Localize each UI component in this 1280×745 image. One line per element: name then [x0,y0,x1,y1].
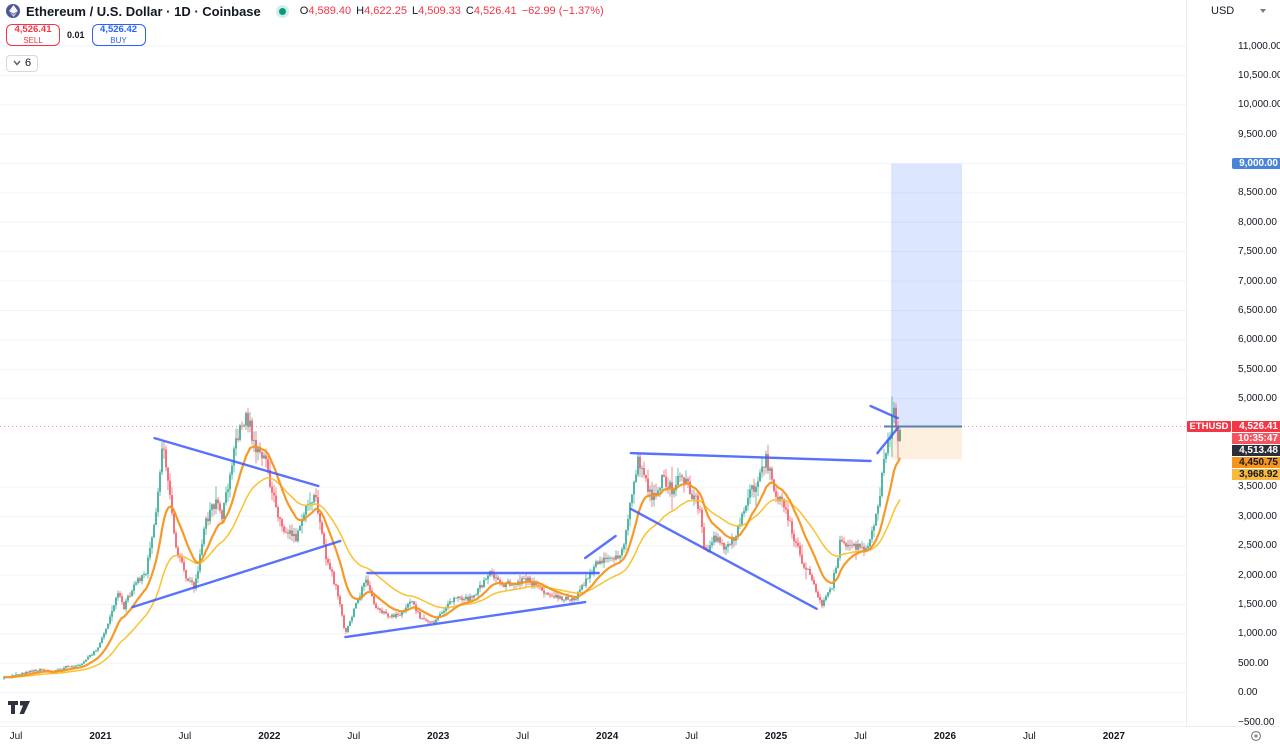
trendline [131,539,342,609]
price-tick-label: 5,000.00 [1238,393,1277,405]
price-tick-label: 2,500.00 [1238,540,1277,552]
target-price-label: 9,000.00 [1232,157,1280,170]
trendline [629,507,818,610]
high-value: 4,622.25 [364,5,407,17]
price-tick-label: −500.00 [1238,716,1275,728]
time-tick-label: Jul [1022,731,1036,742]
time-axis[interactable]: Jul 2021 Jul 2022 Jul 2023 Jul 2024 Jul 2025 Jul 20… [0,726,1280,745]
low-value: 4,509.33 [418,5,461,17]
symbol-badge: ETHUSD [1187,420,1231,433]
trendline [153,436,320,488]
indicator-price-label: 4,513.48 [1232,444,1280,457]
time-tick-label: 2022 [258,731,281,742]
time-tick-label: Jul [347,731,361,742]
candlestick-chart[interactable] [0,0,1186,726]
price-tick-label: 10,500.00 [1238,69,1280,81]
time-tick-label: Jul [854,731,867,742]
stop-zone [891,426,962,460]
price-tick-label: 9,500.00 [1238,128,1277,140]
price-tick-label: 2,000.00 [1238,569,1277,581]
price-tick-label: 1,000.00 [1238,628,1277,640]
market-status-icon[interactable] [278,7,286,15]
sell-price: 4,526.41 [14,24,52,36]
trendline [584,534,617,560]
time-tick-label: 2023 [427,731,450,742]
axis-settings-icon[interactable] [1250,730,1262,742]
chart-canvas[interactable] [0,0,1186,726]
price-tick-label: 11,000.00 [1238,40,1280,52]
price-tick-label: 3,500.00 [1238,481,1277,493]
indicators-collapsed-chip[interactable]: 6 [6,54,39,72]
chevron-down-icon [1260,9,1267,13]
indicator-price-label: 4,450.75 [1232,456,1280,469]
indicators-count: 6 [25,57,32,69]
price-tick-label: 8,500.00 [1238,187,1277,199]
time-tick-label: Jul [9,731,23,742]
time-tick-label: 2025 [764,731,788,742]
time-tick-label: 2026 [933,731,957,742]
currency-label: USD [1211,5,1235,17]
price-tick-label: 6,500.00 [1238,305,1277,317]
bar-countdown: 10:35:47 [1232,432,1280,445]
price-tick-label: 0.00 [1238,687,1258,699]
trendline [629,451,872,463]
price-axis[interactable]: USD 11,000.00 10,500.00 10,000.00 9,500.00 9… [1186,0,1280,728]
price-tick-label: 7,000.00 [1238,275,1277,287]
trendline [869,404,899,420]
sell-button[interactable]: 4,526.41 SELL [6,24,60,46]
price-tick-label: 7,500.00 [1238,246,1277,258]
price-tick-label: 10,000.00 [1238,99,1280,111]
open-value: 4,589.40 [308,5,352,17]
close-value: 4,526.41 [473,5,517,17]
ohlc-readout: O4,589.40 H4,622.25 L4,509.33 C4,526.41 … [299,5,604,17]
ethereum-icon [6,4,20,18]
last-price-label: 4,526.41 [1232,420,1280,433]
symbol-title[interactable]: Ethereum / U.S. Dollar · 1D · Coinbase [26,3,261,19]
currency-selector[interactable]: USD [1187,0,1280,22]
ma-slow-line [4,477,901,678]
time-tick-label: Jul [685,731,698,742]
price-tick-label: 1,500.00 [1238,598,1277,610]
chevron-down-icon [13,60,21,66]
buy-price: 4,526.42 [100,24,138,36]
tradingview-logo [8,701,30,714]
time-tick-label: 2024 [596,731,619,742]
symbol-price-marker: ETHUSD 4,526.41 [1187,420,1280,433]
profit-zone [891,163,962,427]
indicator-price-label: 3,968.92 [1232,468,1280,481]
trendline [344,600,587,639]
price-tick-label: 8,000.00 [1238,216,1277,228]
trendline [876,426,899,455]
time-tick-label: 2021 [89,731,112,742]
buy-button[interactable]: 4,526.42 BUY [91,24,146,46]
time-tick-label: Jul [516,731,530,742]
change-value: −62.99 (−1.37%) [521,5,604,17]
price-tick-label: 5,500.00 [1238,363,1277,375]
chart-legend: Ethereum / U.S. Dollar · 1D · Coinbase O… [6,3,604,72]
price-tick-label: 500.00 [1238,657,1269,669]
spread-value: 0.01 [67,30,85,40]
ma-fast-line [3,445,901,679]
time-tick-label: 2027 [1102,731,1125,742]
time-tick-label: Jul [178,731,192,742]
price-tick-label: 6,000.00 [1238,334,1277,346]
price-tick-label: 3,000.00 [1238,510,1277,522]
